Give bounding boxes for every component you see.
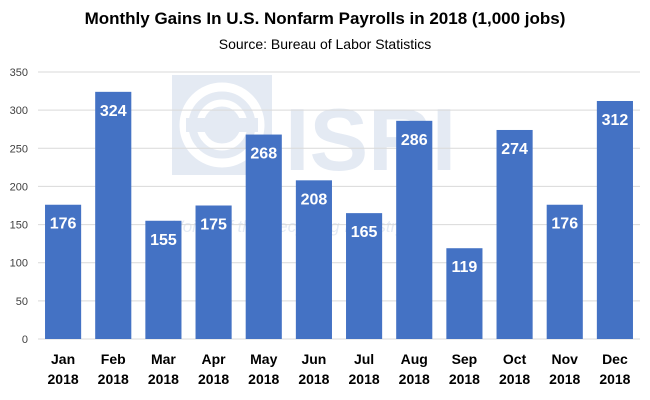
bar [245,134,282,339]
x-tick-label: Jul [354,351,374,367]
x-tick-label: Jun [301,351,326,367]
chart-title: Monthly Gains In U.S. Nonfarm Payrolls i… [84,9,566,28]
data-label: 155 [150,232,177,249]
bars [45,91,633,339]
data-label: 176 [50,216,77,233]
x-tick-label: 2018 [449,371,480,387]
data-label: 274 [501,141,528,158]
y-tick-label: 50 [16,296,28,308]
x-tick-label: Dec [602,351,628,367]
x-tick-label: Nov [552,351,579,367]
x-tick-label: Jan [51,351,75,367]
x-tick-label: Aug [401,351,428,367]
chart-subtitle: Source: Bureau of Labor Statistics [218,36,432,52]
bar [295,180,332,339]
data-label: 208 [301,191,328,208]
x-tick-label: 2018 [399,371,430,387]
x-tick-label: 2018 [148,371,179,387]
data-label: 165 [351,224,378,241]
y-tick-label: 200 [10,181,28,193]
data-label: 324 [100,103,127,120]
x-tick-label: 2018 [549,371,580,387]
data-label: 175 [200,217,227,234]
y-tick-label: 0 [22,334,28,346]
x-tick-label: Apr [202,351,227,367]
bar [45,204,82,339]
bar [346,213,383,339]
bar [496,129,533,339]
y-tick-label: 250 [10,143,28,155]
x-tick-label: 2018 [298,371,329,387]
x-tick-label: 2018 [98,371,129,387]
x-tick-label: May [250,351,277,367]
y-tick-label: 300 [10,105,28,117]
data-label: 268 [250,146,277,163]
bar [546,204,583,339]
x-tick-label: 2018 [499,371,530,387]
x-tick-label: 2018 [248,371,279,387]
data-label: 119 [452,259,478,276]
data-label: 176 [551,216,578,233]
x-tick-label: Mar [151,351,176,367]
bar [95,91,132,339]
x-tick-label: 2018 [599,371,630,387]
bar [446,248,483,339]
bar [195,205,232,339]
x-tick-label: 2018 [349,371,380,387]
data-label: 312 [602,112,629,129]
data-label: 286 [401,132,428,149]
data-labels: 176 324 155 175 268 208 165 286 119 274 176 312 [50,103,629,276]
x-axis-tick-labels: Jan 2018 Feb 2018 Mar 2018 Apr 2018 May 2018 Jun 20… [48,351,631,387]
y-tick-label: 100 [10,258,28,270]
y-tick-label: 350 [10,67,28,79]
x-tick-label: Feb [101,351,126,367]
bar [396,120,433,339]
bar [145,220,182,339]
bar [596,100,633,339]
gridlines [38,71,640,340]
x-tick-label: Oct [503,351,527,367]
y-axis-tick-labels: 0 50 100 150 200 250 300 350 [10,67,28,346]
x-tick-label: 2018 [198,371,229,387]
y-tick-label: 150 [10,220,28,232]
x-tick-label: Sep [452,351,478,367]
x-tick-label: 2018 [48,371,79,387]
